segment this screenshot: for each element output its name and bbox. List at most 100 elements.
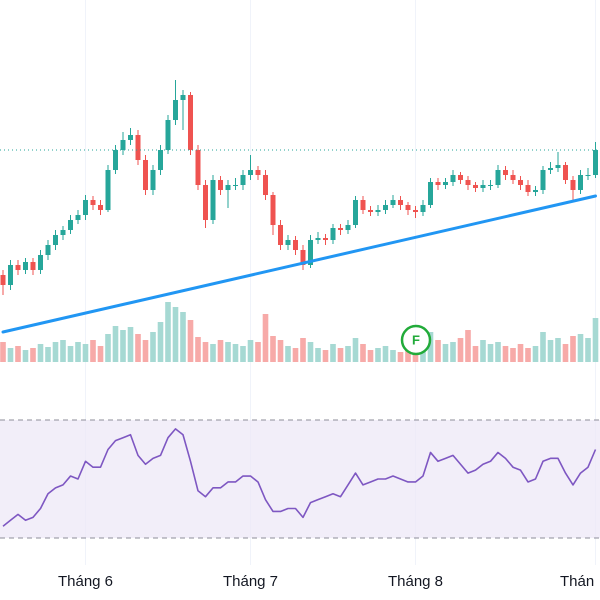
candle-body: [60, 230, 66, 235]
volume-bar: [540, 332, 546, 362]
volume-bar: [562, 344, 569, 362]
candle-body: [330, 228, 336, 240]
volume-bar: [135, 334, 141, 362]
volume-bar: [442, 344, 449, 362]
rsi-band: [0, 420, 600, 538]
candle-body: [135, 135, 141, 160]
volume-bar: [405, 348, 411, 362]
volume-bar: [0, 342, 6, 362]
candle-body: [578, 175, 583, 190]
volume-bar: [390, 350, 396, 362]
volume-bar: [435, 340, 441, 362]
candle-body: [263, 175, 268, 195]
candle-body: [240, 175, 246, 185]
volume-bar: [37, 344, 44, 362]
candle-body: [353, 200, 358, 225]
candle-body: [83, 200, 88, 215]
candle-body: [180, 95, 186, 100]
x-tick-label: Thán: [560, 573, 594, 590]
candle-body: [165, 120, 171, 150]
candle-body: [510, 175, 516, 180]
volume-bar: [90, 340, 96, 362]
x-tick-label: Tháng 8: [388, 573, 443, 590]
candle-body: [390, 200, 396, 205]
volume-bar: [472, 346, 479, 362]
candle-body: [518, 180, 523, 185]
candle-body: [480, 185, 486, 188]
candle-body: [443, 182, 448, 185]
volume-bar: [142, 340, 149, 362]
candle-body: [488, 185, 493, 186]
volume-bar: [510, 348, 516, 362]
volume-bar: [75, 342, 81, 362]
candle-body: [465, 180, 471, 185]
candle-body: [570, 180, 576, 190]
candle-body: [413, 210, 418, 212]
volume-bar: [225, 342, 231, 362]
x-tick-label: Tháng 6: [58, 573, 113, 590]
rsi-line: [2, 428, 597, 527]
volume-bar: [532, 346, 539, 362]
candle-body: [38, 255, 43, 270]
volume-bar: [457, 338, 464, 362]
volume-bar: [307, 342, 314, 362]
candle-body: [150, 170, 156, 190]
candle-body: [8, 265, 13, 285]
volume-bar: [22, 350, 29, 362]
volume-bar: [45, 347, 51, 362]
volume-bar: [382, 346, 389, 362]
candle-body: [548, 168, 553, 170]
volume-bar: [487, 344, 494, 362]
candle-body: [68, 220, 73, 230]
event-marker[interactable]: F: [400, 324, 432, 356]
candle-body: [315, 238, 321, 240]
volume-bar: [52, 342, 59, 362]
volume-bar: [105, 334, 111, 362]
candle-body: [45, 245, 51, 255]
candle-body: [563, 165, 568, 180]
candle-body: [173, 100, 178, 120]
candle-body: [585, 175, 591, 176]
candle-body: [278, 225, 283, 245]
candle-body: [203, 185, 208, 220]
volume-bar: [555, 338, 561, 362]
volume-bar: [277, 340, 284, 362]
volume-bar: [352, 338, 359, 362]
candle-body: [540, 170, 546, 190]
volume-bar: [412, 350, 419, 362]
candle-body: [30, 262, 36, 270]
candle-body: [225, 185, 231, 190]
candle-body: [53, 235, 58, 245]
volume-bar: [300, 338, 306, 362]
volume-bar: [525, 348, 531, 362]
volume-bar: [120, 330, 126, 362]
candle-body: [90, 200, 96, 205]
volume-bar: [547, 340, 554, 362]
volume-bar: [210, 344, 216, 362]
candle-body: [420, 205, 426, 212]
volume-bar: [262, 314, 269, 362]
candle-body: [158, 150, 163, 170]
candle-body: [450, 175, 456, 182]
volume-bar: [195, 337, 201, 362]
candle-body: [300, 250, 306, 265]
volume-bar: [285, 346, 291, 362]
candle-body: [143, 160, 148, 190]
candle-body: [525, 185, 531, 192]
volume-bar: [517, 344, 524, 362]
volume-bar: [337, 348, 344, 362]
candle-body: [533, 190, 538, 192]
volume-bar: [427, 332, 434, 362]
volume-bar: [15, 346, 21, 362]
volume-bar: [82, 344, 89, 362]
candle-body: [285, 240, 291, 245]
candle-body: [458, 175, 463, 180]
volume-bar: [187, 320, 194, 362]
volume-bar: [577, 334, 584, 362]
candle-body: [233, 185, 238, 186]
candle-body: [368, 210, 373, 212]
candle-body: [503, 170, 508, 175]
candle-body: [360, 200, 366, 210]
volume-bar: [60, 340, 66, 362]
candle-body: [113, 150, 118, 170]
